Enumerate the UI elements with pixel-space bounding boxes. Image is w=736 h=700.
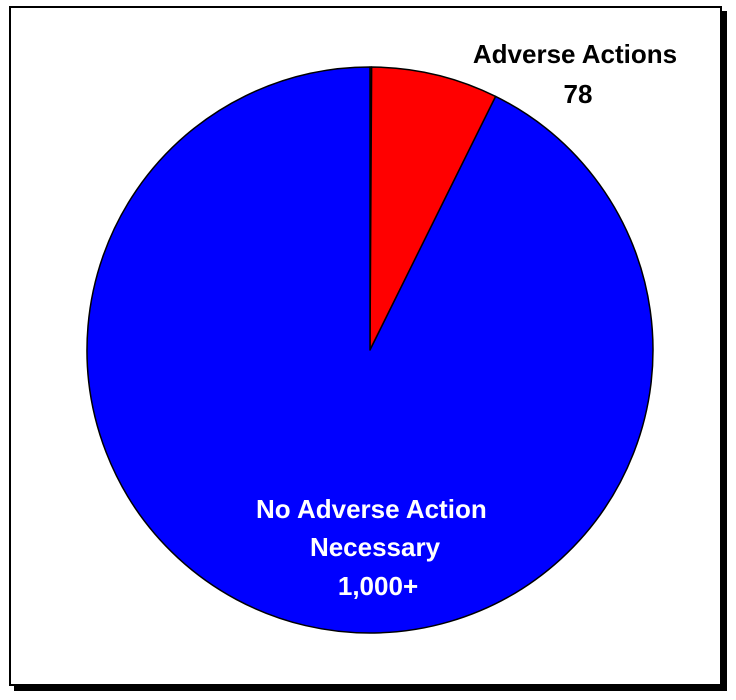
label-adverse-actions: Adverse Actions (473, 39, 677, 69)
pie-slice-adverse-actions (369, 66, 497, 351)
value-adverse-actions: 78 (564, 79, 593, 109)
value-no-adverse-action: 1,000+ (338, 571, 418, 601)
label-no-adverse-action-line1: No Adverse Action (256, 494, 487, 524)
pie-slice-no-adverse-action-necessary (86, 66, 654, 634)
label-no-adverse-action: No Adverse Action Necessary (256, 494, 494, 562)
label-no-adverse-action-line2: Necessary (310, 532, 441, 562)
pie-slices (86, 66, 654, 634)
